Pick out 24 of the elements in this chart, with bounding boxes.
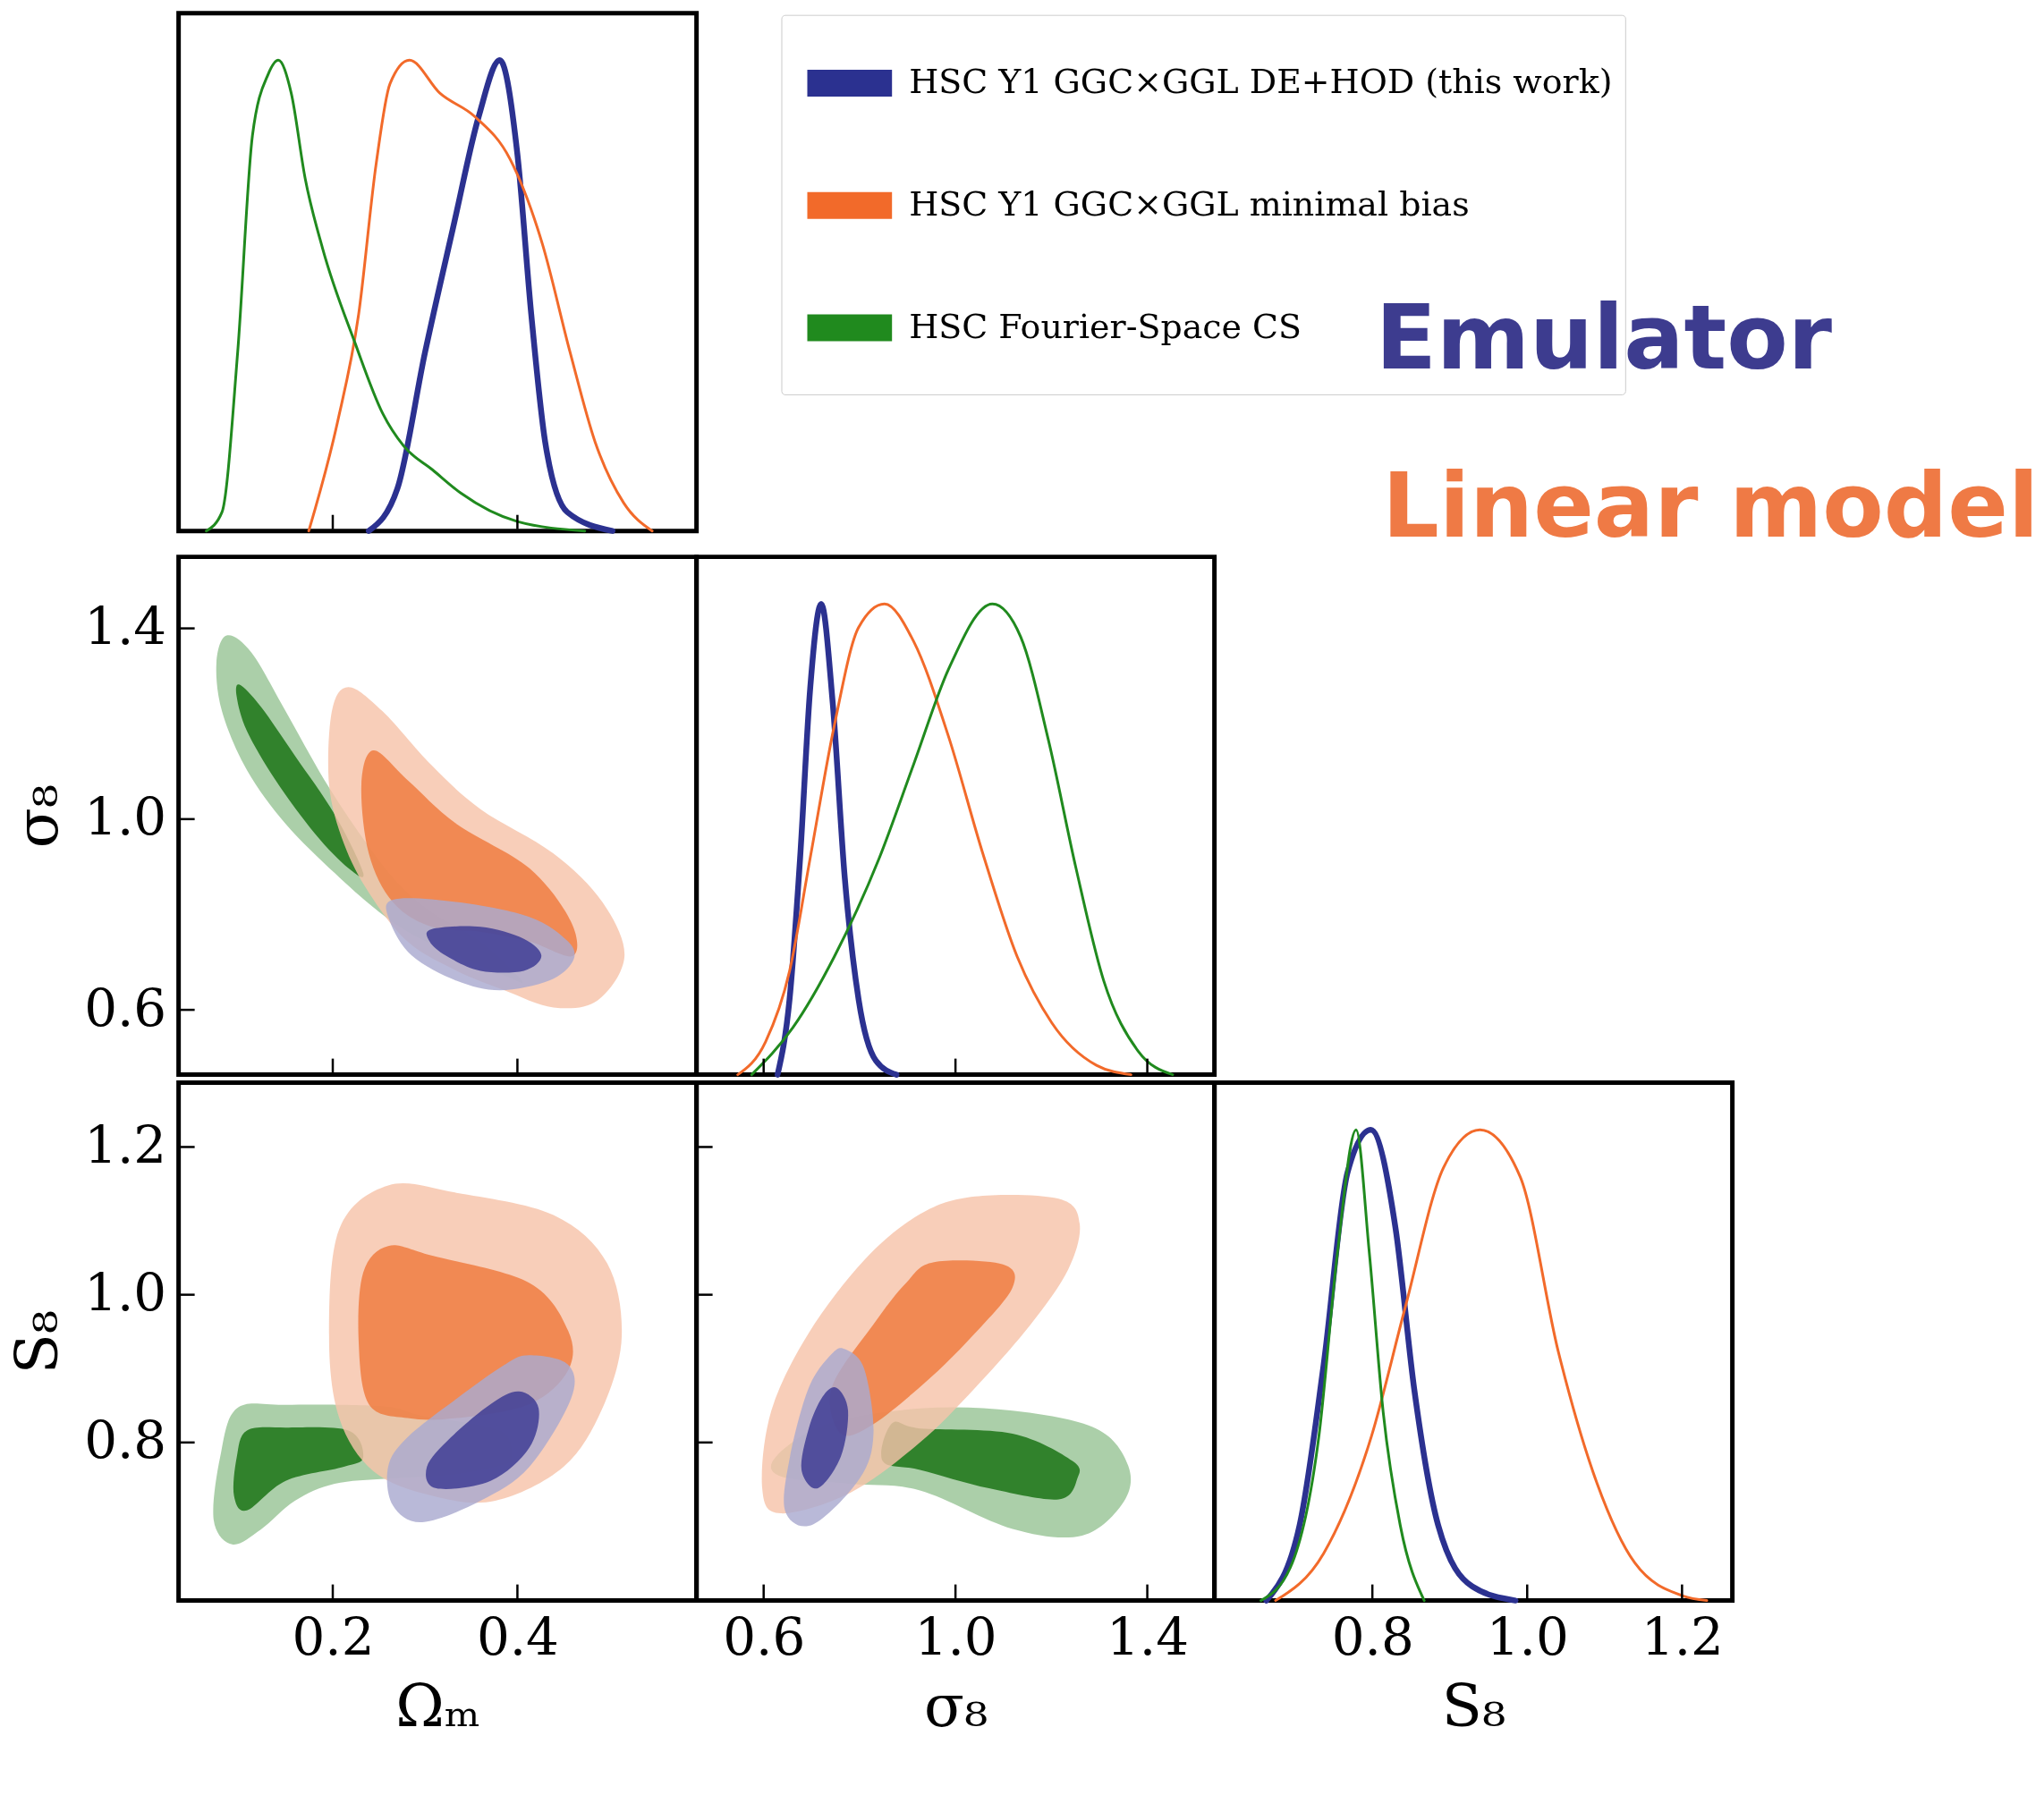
y-tick-label: 1.2	[84, 1113, 167, 1175]
y-tick-label: 0.6	[84, 977, 167, 1038]
y-tick-label: 1.4	[84, 596, 167, 657]
y-tick-label: 0.8	[84, 1410, 167, 1471]
legend-label: HSC Fourier-Space CS	[909, 306, 1302, 346]
x-tick-label: 0.8	[1331, 1605, 1414, 1667]
x-tick-label: 0.6	[723, 1605, 806, 1667]
y-axis-title: σ₈	[3, 783, 72, 849]
legend-label: HSC Y1 GGC×GGL DE+HOD (this work)	[909, 62, 1613, 102]
x-tick-label: 0.4	[476, 1605, 559, 1667]
x-axis-title: σ₈	[923, 1671, 988, 1740]
y-tick-label: 1.0	[84, 786, 167, 848]
x-tick-label: 1.2	[1641, 1605, 1724, 1667]
x-tick-label: 1.0	[914, 1605, 997, 1667]
x-axis-title: Ωₘ	[395, 1671, 481, 1740]
text: Emulator	[1375, 284, 1833, 390]
x-tick-label: 1.0	[1486, 1605, 1569, 1667]
x-tick-label: 0.2	[292, 1605, 375, 1667]
x-axis-title: S₈	[1441, 1671, 1506, 1740]
legend-label: HSC Y1 GGC×GGL minimal bias	[909, 183, 1470, 224]
y-tick-label: 1.0	[84, 1262, 167, 1324]
text: Linear model	[1382, 453, 2040, 558]
y-axis-title: S₈	[3, 1309, 72, 1375]
x-tick-label: 1.4	[1107, 1605, 1190, 1667]
